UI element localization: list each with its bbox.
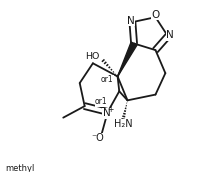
Polygon shape (118, 42, 137, 77)
Text: H₂N: H₂N (114, 119, 133, 129)
Text: methyl: methyl (6, 164, 35, 172)
Text: +: + (107, 105, 114, 114)
Text: ⁻O: ⁻O (91, 133, 104, 143)
Text: N: N (166, 30, 174, 40)
Text: O: O (151, 10, 160, 20)
Text: or1: or1 (101, 75, 113, 84)
Text: N: N (103, 108, 110, 118)
Text: or1: or1 (95, 98, 108, 106)
Text: HO: HO (85, 52, 99, 61)
Text: N: N (127, 16, 134, 26)
